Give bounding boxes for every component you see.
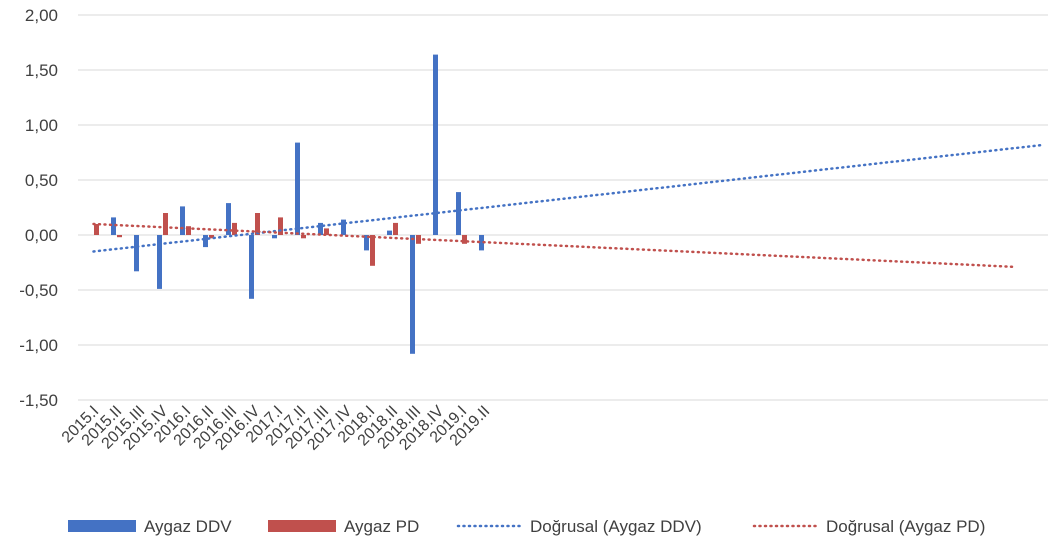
bar-ddv: [295, 142, 300, 235]
bar-ddv: [272, 235, 277, 239]
bar-pd: [462, 235, 467, 244]
bar-ddv: [249, 235, 254, 299]
bar-ddv: [134, 235, 139, 272]
trendlines: [92, 143, 1046, 269]
bar-pd: [278, 217, 283, 235]
bar-ddv: [157, 235, 162, 289]
y-tick-label: -0,50: [19, 281, 58, 300]
bar-pd: [393, 222, 398, 235]
bar-ddv: [433, 54, 438, 235]
y-tick-label: 1,50: [25, 61, 58, 80]
trendline-ddv: [92, 143, 1046, 253]
y-tick-label: 1,00: [25, 116, 58, 135]
bar-pd: [301, 235, 306, 239]
bar-ddv: [479, 235, 484, 251]
y-tick-label: 0,00: [25, 226, 58, 245]
x-axis-tick-labels: 2015.I2015.II2015.III2015.IV2016.I2016.I…: [59, 403, 493, 454]
legend-item: Doğrusal (Aygaz DDV): [456, 517, 702, 536]
y-tick-label: -1,00: [19, 336, 58, 355]
legend-swatch: [68, 520, 136, 532]
grid-lines: [78, 14, 1048, 401]
legend-swatch: [268, 520, 336, 532]
bar-ddv: [341, 219, 346, 235]
legend-item: Aygaz DDV: [68, 517, 232, 536]
bar-pd: [255, 213, 260, 235]
y-tick-label: -1,50: [19, 391, 58, 410]
trendline-pd: [92, 222, 1017, 269]
bar-pd: [117, 235, 122, 238]
bar-ddv: [456, 192, 461, 235]
legend-label: Doğrusal (Aygaz DDV): [530, 517, 702, 536]
bar-pd: [324, 228, 329, 235]
bar-ddv: [111, 217, 116, 235]
bar-ddv: [410, 235, 415, 354]
y-tick-label: 0,50: [25, 171, 58, 190]
bar-pd: [232, 222, 237, 235]
bar-pd: [186, 226, 191, 235]
legend-label: Aygaz PD: [344, 517, 419, 536]
bar-ddv: [364, 235, 369, 251]
y-tick-label: 2,00: [25, 6, 58, 25]
bar-ddv: [203, 235, 208, 248]
bar-pd: [209, 235, 214, 239]
bar-pd: [94, 224, 99, 235]
legend-label: Aygaz DDV: [144, 517, 232, 536]
bar-ddv: [387, 230, 392, 235]
bar-ddv: [318, 222, 323, 235]
bar-pd: [370, 235, 375, 266]
y-axis-tick-labels: -1,50 -1,00 -0,50 0,00 0,50 1,00 1,50 2,00: [19, 6, 58, 410]
legend: Aygaz DDV Aygaz PD Doğrusal (Aygaz DDV) Doğ…: [68, 517, 985, 536]
legend-item: Doğrusal (Aygaz PD): [752, 517, 985, 536]
bar-pd: [163, 213, 168, 235]
legend-item: Aygaz PD: [268, 517, 419, 536]
bars: [94, 54, 484, 354]
bar-ddv: [226, 203, 231, 235]
legend-label: Doğrusal (Aygaz PD): [826, 517, 985, 536]
bar-ddv: [180, 206, 185, 235]
